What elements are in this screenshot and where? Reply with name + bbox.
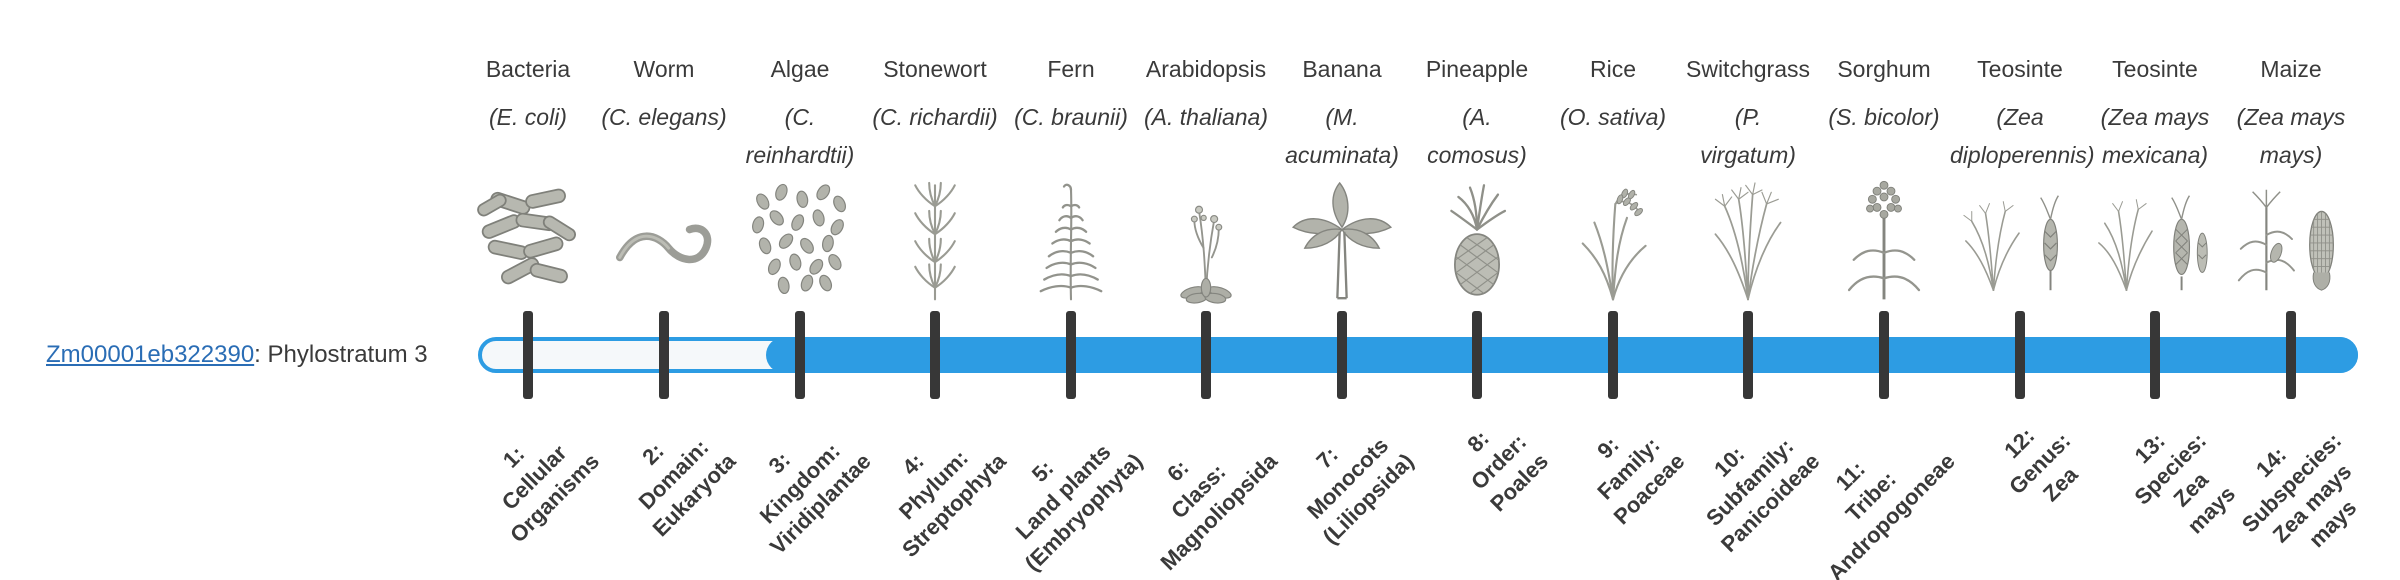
organism-column: Maize (Zea mays mays) 14: Subspecies: Zea m… — [2221, 0, 2362, 580]
organism-column: Pineapple (A. comosus) 8: Order: Poales — [1407, 0, 1553, 580]
gene-link[interactable]: Zm00001eb322390 — [46, 341, 255, 368]
organism-scientific-name: (O. sativa) — [1559, 104, 1667, 130]
organism-common-name: Maize — [2260, 56, 2322, 82]
switchgrass-icon — [1684, 176, 1812, 304]
organism-common-name: Fern — [1047, 56, 1095, 82]
organism-scientific-name: (C. richardii) — [872, 104, 998, 130]
stratum-label: 5: Land plants (Embryophyta) — [1010, 439, 1148, 576]
arabidopsis-icon — [1142, 176, 1270, 304]
organism-scientific-name: (M. acuminata) — [1285, 104, 1399, 168]
organism-common-name: Rice — [1589, 56, 1636, 82]
organism-scientific-name: (A. comosus) — [1427, 104, 1527, 168]
organism-column: Bacteria (E. coli) 1: Cellular Organisms — [458, 0, 604, 580]
stratum-label: 7: Monocots (Liliopsida) — [1301, 432, 1419, 550]
organism-common-name: Switchgrass — [1686, 56, 1810, 82]
timeline-tick — [1879, 311, 1889, 399]
organism-common-name: Banana — [1302, 56, 1382, 82]
stratum-label: 3: Kingdom: Viridiplantae — [755, 438, 877, 560]
organism-column: Teosinte (Zea diploperennis) 12: Genus: Zea — [1950, 0, 2095, 580]
teosinte-diploperennis-icon — [1956, 176, 2084, 304]
timeline-tick — [1608, 311, 1618, 399]
organism-scientific-name: (Zea mays mays) — [2236, 104, 2346, 168]
timeline-tick — [1201, 311, 1211, 399]
worm-icon — [600, 176, 728, 304]
organism-common-name: Bacteria — [485, 56, 571, 82]
timeline-tick — [1743, 311, 1753, 399]
organism-common-name: Teosinte — [2112, 56, 2198, 82]
stratum-label: 4: Phylum: Streptophyta — [894, 445, 1012, 563]
organism-scientific-name: (C. elegans) — [601, 104, 727, 130]
organism-common-name: Algae — [770, 56, 830, 82]
timeline-tick — [659, 311, 669, 399]
organism-scientific-name: (S. bicolor) — [1828, 104, 1940, 130]
organism-column: Algae (C. reinhardtii) 3: Kingdom: Viridipl… — [730, 0, 876, 580]
organism-common-name: Pineapple — [1425, 56, 1529, 82]
rice-icon — [1549, 176, 1677, 304]
stratum-label: 9: Family: Poaceae — [1591, 432, 1690, 530]
maize-icon — [2227, 176, 2355, 304]
organism-column: Stonewort (C. richardii) 4: Phylum: Strept… — [865, 0, 1011, 580]
timeline-tick — [795, 311, 805, 399]
stratum-label: 14: Subspecies: Zea mays mays — [2237, 427, 2362, 553]
organism-column: Teosinte (Zea mays mexicana) 13: Species: Z… — [2085, 0, 2240, 580]
pineapple-icon — [1413, 176, 1541, 304]
stonewort-icon — [871, 176, 999, 304]
algae-icon — [736, 176, 864, 304]
organism-scientific-name: (Zea diploperennis) — [1950, 104, 2095, 168]
timeline-bar-fill — [766, 337, 2358, 373]
fern-icon — [1007, 176, 1135, 304]
organism-scientific-name: (Zea mays mexicana) — [2100, 104, 2210, 168]
timeline-tick — [930, 311, 940, 399]
organism-common-name: Stonewort — [883, 56, 987, 82]
organism-column: Arabidopsis (A. thaliana) 6: Class: Magnol… — [1136, 0, 1282, 580]
organism-scientific-name: (A. thaliana) — [1143, 104, 1268, 130]
organism-column: Fern (C. braunii) 5: Land plants (Embryoph… — [1001, 0, 1147, 580]
timeline-bar — [478, 337, 2358, 373]
organism-column: Banana (M. acuminata) 7: Monocots (Liliopsi… — [1272, 0, 1418, 580]
organism-scientific-name: (P. virgatum) — [1700, 104, 1796, 168]
stratum-label: 6: Class: Magnoliopsida — [1155, 448, 1283, 575]
banana-icon — [1278, 176, 1406, 304]
timeline-tick — [2015, 311, 2025, 399]
timeline-tick — [1066, 311, 1076, 399]
timeline-tick — [523, 311, 533, 399]
organism-column: Switchgrass (P. virgatum) 10: Subfamily: Pa… — [1678, 0, 1824, 580]
sorghum-icon — [1820, 176, 1948, 304]
organism-scientific-name: (C. reinhardtii) — [745, 104, 855, 168]
stratum-label: 8: Order: Poales — [1462, 425, 1554, 517]
stratum-label: 1: Cellular Organisms — [496, 440, 605, 548]
organism-scientific-name: (C. braunii) — [1014, 104, 1128, 130]
organism-common-name: Arabidopsis — [1145, 56, 1267, 82]
timeline-tick — [1472, 311, 1482, 399]
organism-column: Worm (C. elegans) 2: Domain: Eukaryota — [594, 0, 740, 580]
organism-column: Rice (O. sativa) 9: Family: Poaceae — [1543, 0, 1689, 580]
timeline-tick — [1337, 311, 1347, 399]
timeline-tick — [2286, 311, 2296, 399]
teosinte-mexicana-icon — [2091, 176, 2219, 304]
organism-scientific-name: (E. coli) — [489, 104, 567, 130]
gene-label: Zm00001eb322390: Phylostratum 3 — [46, 341, 428, 369]
stratum-label: 12: Genus: Zea — [1999, 422, 2083, 507]
stratum-label: 2: Domain: Eukaryota — [633, 434, 741, 542]
bacteria-icon — [464, 176, 592, 304]
organism-common-name: Worm — [633, 56, 695, 82]
organism-common-name: Teosinte — [1977, 56, 2063, 82]
organism-column: Sorghum (S. bicolor) 11: Tribe: Andropogon… — [1814, 0, 1960, 580]
timeline-tick — [2150, 311, 2160, 399]
organism-common-name: Sorghum — [1837, 56, 1931, 82]
gene-phylostratum-text: : Phylostratum 3 — [254, 341, 428, 368]
